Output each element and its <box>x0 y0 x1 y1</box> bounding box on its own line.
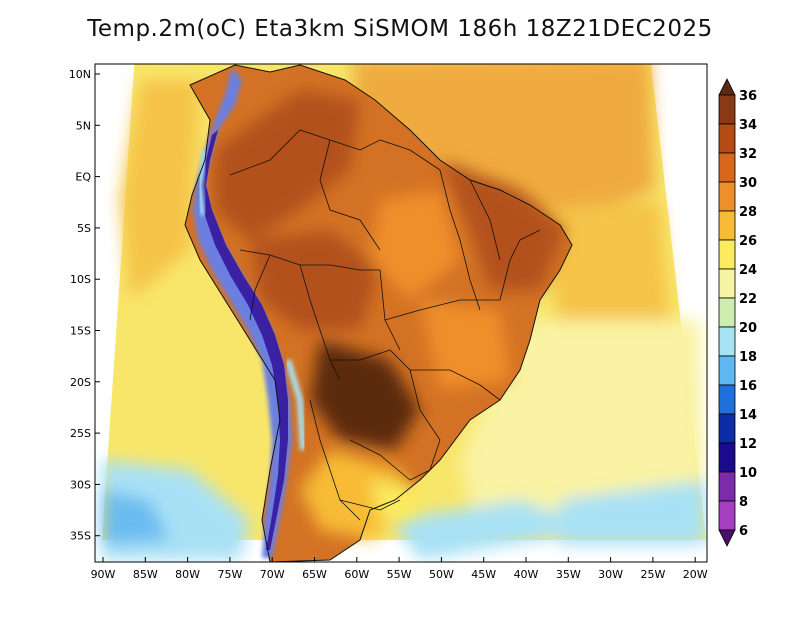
lon-tick-label: 45W <box>471 568 496 581</box>
colorbar-top-arrow <box>718 78 736 96</box>
lat-tick-label: 5S <box>77 222 91 235</box>
colorbar-label: 20 <box>739 321 757 336</box>
south-america-landmass <box>184 64 573 562</box>
lat-tick-label: 15S <box>70 325 91 338</box>
lon-tick-label: 75W <box>217 568 242 581</box>
map-title: Temp.2m(oC) Eta3km SiSMOM 186h 18Z21DEC2… <box>87 16 713 42</box>
colorbar-segment <box>718 413 736 444</box>
colorbar-label: 34 <box>739 118 757 133</box>
lat-tick-label: 10N <box>69 68 91 81</box>
colorbar-segment <box>718 384 736 415</box>
lon-tick-label: 50W <box>429 568 454 581</box>
coastline <box>184 64 573 562</box>
latitude-axis: 10N 5N EQ 5S 10S 15S 20S 25S 30S 35S <box>69 68 100 543</box>
colorbar-bottom-arrow <box>718 529 736 547</box>
lat-tick-label: 10S <box>70 273 91 286</box>
colorbar-segment <box>718 152 736 183</box>
colorbar-label: 8 <box>739 495 748 510</box>
longitude-axis: 90W 85W 80W 75W 70W 65W 60W 55W 50W 45W 40W 35W 30W 2… <box>91 557 708 581</box>
colorbar-label: 26 <box>739 234 757 249</box>
colorbar-segment <box>718 210 736 241</box>
lon-tick-label: 80W <box>175 568 200 581</box>
colorbar-segment <box>718 239 736 270</box>
lon-tick-label: 30W <box>598 568 623 581</box>
lon-tick-label: 85W <box>133 568 158 581</box>
colorbar-segment <box>718 94 736 125</box>
andes-cold-band <box>193 68 292 558</box>
colorbar-segment <box>718 442 736 473</box>
colorbar-segment <box>718 500 736 531</box>
lon-tick-label: 35W <box>556 568 581 581</box>
colorbar-segment <box>718 123 736 154</box>
lon-tick-label: 65W <box>302 568 327 581</box>
lat-tick-label: 35S <box>70 530 91 543</box>
lat-tick-label: 25S <box>70 427 91 440</box>
colorbar-segment <box>718 181 736 212</box>
colorbar-segment <box>718 471 736 502</box>
lon-tick-label: 40W <box>514 568 539 581</box>
colorbar-label: 32 <box>739 147 757 162</box>
map-plot-area: 10N 5N EQ 5S 10S 15S 20S 25S 30S 35S 90W 85W 80W 75W… <box>69 63 708 581</box>
lat-tick-label: 5N <box>76 119 91 132</box>
lon-tick-label: 70W <box>260 568 285 581</box>
colorbar-label: 18 <box>739 350 757 365</box>
colorbar-label: 10 <box>739 466 757 481</box>
lat-tick-label: 20S <box>70 376 91 389</box>
colorbar-label: 22 <box>739 292 757 307</box>
lat-tick-label: 30S <box>70 478 91 491</box>
lon-tick-label: 60W <box>344 568 369 581</box>
colorbar-label: 14 <box>739 408 757 423</box>
colorbar-label: 12 <box>739 437 757 452</box>
lon-tick-label: 55W <box>387 568 412 581</box>
colorbar-label: 6 <box>739 524 748 539</box>
colorbar-label: 30 <box>739 176 757 191</box>
colorbar-label: 16 <box>739 379 757 394</box>
colorbar-label: 28 <box>739 205 757 220</box>
colorbar-segment <box>718 268 736 299</box>
political-borders <box>229 129 541 521</box>
lat-tick-label: EQ <box>75 171 91 184</box>
colorbar-segment <box>718 355 736 386</box>
temperature-colorbar: 36 34 32 30 28 26 24 22 20 18 16 14 12 10 8 6 <box>718 78 757 547</box>
lon-tick-label: 20W <box>683 568 708 581</box>
colorbar-segment <box>718 297 736 328</box>
colorbar-label: 36 <box>739 89 757 104</box>
colorbar-label: 24 <box>739 263 757 278</box>
lon-tick-label: 90W <box>91 568 116 581</box>
colorbar-segment <box>718 326 736 357</box>
map-frame <box>94 63 708 563</box>
lon-tick-label: 25W <box>640 568 665 581</box>
